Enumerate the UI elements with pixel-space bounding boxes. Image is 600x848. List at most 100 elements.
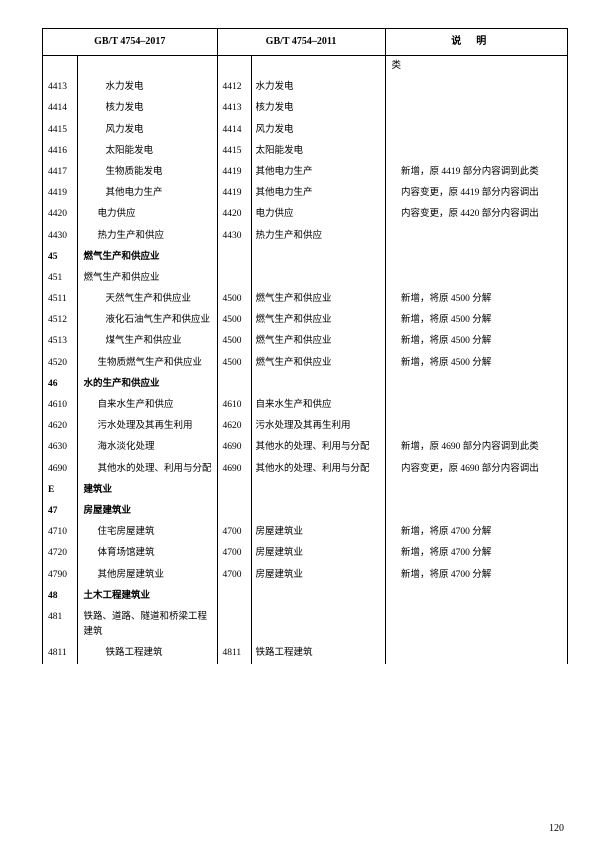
name-2017: 生物质燃气生产和供应业 bbox=[77, 353, 217, 374]
code-2017: 4690 bbox=[43, 459, 77, 480]
note bbox=[385, 374, 567, 395]
note bbox=[385, 98, 567, 119]
table-row: 4417生物质能发电4419其他电力生产 新增，原 4419 部分内容调到此类 bbox=[43, 162, 567, 183]
table-row: 4520生物质燃气生产和供应业4500燃气生产和供应业 新增，将原 4500 分… bbox=[43, 353, 567, 374]
header-2011: GB/T 4754–2011 bbox=[217, 29, 385, 56]
code-2017: E bbox=[43, 480, 77, 501]
name-2017: 燃气生产和供应业 bbox=[77, 247, 217, 268]
note: 新增，将原 4700 分解 bbox=[385, 522, 567, 543]
note bbox=[385, 607, 567, 643]
code-2011: 4500 bbox=[217, 289, 251, 310]
code-2017: 4720 bbox=[43, 543, 77, 564]
code-2011: 4413 bbox=[217, 98, 251, 119]
code-2011 bbox=[217, 501, 251, 522]
code-2017: 451 bbox=[43, 268, 77, 289]
name-2017: 其他房屋建筑业 bbox=[77, 565, 217, 586]
code-2011: 4419 bbox=[217, 183, 251, 204]
name-2011: 核力发电 bbox=[251, 98, 385, 119]
code-2017: 4790 bbox=[43, 565, 77, 586]
name-2011: 燃气生产和供应业 bbox=[251, 310, 385, 331]
page-number: 120 bbox=[549, 823, 564, 834]
note bbox=[385, 77, 567, 98]
name-2017: 核力发电 bbox=[77, 98, 217, 119]
code-2011 bbox=[217, 56, 251, 78]
table-row: 4430热力生产和供应4430热力生产和供应 bbox=[43, 226, 567, 247]
code-2011 bbox=[217, 268, 251, 289]
code-2017: 4620 bbox=[43, 416, 77, 437]
note: 新增，将原 4500 分解 bbox=[385, 289, 567, 310]
name-2017: 水的生产和供应业 bbox=[77, 374, 217, 395]
table-row: 451燃气生产和供应业 bbox=[43, 268, 567, 289]
note: 新增，原 4419 部分内容调到此类 bbox=[385, 162, 567, 183]
note: 内容变更，原 4419 部分内容调出 bbox=[385, 183, 567, 204]
table-row: 4720体育场馆建筑4700房屋建筑业 新增，将原 4700 分解 bbox=[43, 543, 567, 564]
code-2011: 4414 bbox=[217, 120, 251, 141]
table-header-row: GB/T 4754–2017 GB/T 4754–2011 说明 bbox=[43, 29, 567, 56]
code-2017: 48 bbox=[43, 586, 77, 607]
name-2017: 太阳能发电 bbox=[77, 141, 217, 162]
name-2017: 建筑业 bbox=[77, 480, 217, 501]
code-2011: 4690 bbox=[217, 437, 251, 458]
code-2011 bbox=[217, 586, 251, 607]
comparison-table: GB/T 4754–2017 GB/T 4754–2011 说明 类4413水力… bbox=[43, 29, 567, 664]
table-row: 4690其他水的处理、利用与分配4690其他水的处理、利用与分配 内容变更，原 … bbox=[43, 459, 567, 480]
name-2011 bbox=[251, 501, 385, 522]
name-2011: 其他电力生产 bbox=[251, 183, 385, 204]
code-2017: 4419 bbox=[43, 183, 77, 204]
code-2011: 4419 bbox=[217, 162, 251, 183]
name-2017: 液化石油气生产和供应业 bbox=[77, 310, 217, 331]
code-2011: 4690 bbox=[217, 459, 251, 480]
note bbox=[385, 226, 567, 247]
table-row: 4620污水处理及其再生利用4620污水处理及其再生利用 bbox=[43, 416, 567, 437]
name-2017: 污水处理及其再生利用 bbox=[77, 416, 217, 437]
code-2017: 4413 bbox=[43, 77, 77, 98]
code-2011: 4420 bbox=[217, 204, 251, 225]
table-row: 4513煤气生产和供应业4500燃气生产和供应业 新增，将原 4500 分解 bbox=[43, 331, 567, 352]
note: 内容变更，原 4690 部分内容调出 bbox=[385, 459, 567, 480]
name-2017: 房屋建筑业 bbox=[77, 501, 217, 522]
name-2011: 污水处理及其再生利用 bbox=[251, 416, 385, 437]
note bbox=[385, 480, 567, 501]
name-2017: 风力发电 bbox=[77, 120, 217, 141]
table-row: 47房屋建筑业 bbox=[43, 501, 567, 522]
name-2017: 自来水生产和供应 bbox=[77, 395, 217, 416]
name-2011 bbox=[251, 268, 385, 289]
code-2011: 4811 bbox=[217, 643, 251, 664]
name-2011: 燃气生产和供应业 bbox=[251, 353, 385, 374]
name-2017: 其他电力生产 bbox=[77, 183, 217, 204]
code-2011: 4700 bbox=[217, 565, 251, 586]
header-2017: GB/T 4754–2017 bbox=[43, 29, 217, 56]
name-2011 bbox=[251, 56, 385, 78]
name-2011: 电力供应 bbox=[251, 204, 385, 225]
note: 新增，将原 4700 分解 bbox=[385, 543, 567, 564]
name-2011: 其他电力生产 bbox=[251, 162, 385, 183]
name-2017: 生物质能发电 bbox=[77, 162, 217, 183]
code-2017: 4630 bbox=[43, 437, 77, 458]
table-row: 4790其他房屋建筑业4700房屋建筑业 新增，将原 4700 分解 bbox=[43, 565, 567, 586]
note bbox=[385, 141, 567, 162]
name-2017: 热力生产和供应 bbox=[77, 226, 217, 247]
name-2011: 燃气生产和供应业 bbox=[251, 331, 385, 352]
name-2017: 电力供应 bbox=[77, 204, 217, 225]
table-row: 4413水力发电4412水力发电 bbox=[43, 77, 567, 98]
note: 新增，将原 4700 分解 bbox=[385, 565, 567, 586]
note bbox=[385, 395, 567, 416]
name-2011 bbox=[251, 480, 385, 501]
code-2011: 4500 bbox=[217, 331, 251, 352]
table-row: 4419其他电力生产4419其他电力生产 内容变更，原 4419 部分内容调出 bbox=[43, 183, 567, 204]
name-2017: 铁路、道路、隧道和桥梁工程建筑 bbox=[77, 607, 217, 643]
code-2017: 4511 bbox=[43, 289, 77, 310]
name-2011: 房屋建筑业 bbox=[251, 522, 385, 543]
code-2017: 4811 bbox=[43, 643, 77, 664]
table-row: 4414核力发电4413核力发电 bbox=[43, 98, 567, 119]
name-2011: 风力发电 bbox=[251, 120, 385, 141]
code-2011 bbox=[217, 607, 251, 643]
name-2017 bbox=[77, 56, 217, 78]
name-2017: 土木工程建筑业 bbox=[77, 586, 217, 607]
table-row: 4511天然气生产和供应业4500燃气生产和供应业 新增，将原 4500 分解 bbox=[43, 289, 567, 310]
name-2017: 水力发电 bbox=[77, 77, 217, 98]
table-row: 4630海水淡化处理4690其他水的处理、利用与分配 新增，原 4690 部分内… bbox=[43, 437, 567, 458]
name-2011 bbox=[251, 607, 385, 643]
table-row: E建筑业 bbox=[43, 480, 567, 501]
note bbox=[385, 643, 567, 664]
